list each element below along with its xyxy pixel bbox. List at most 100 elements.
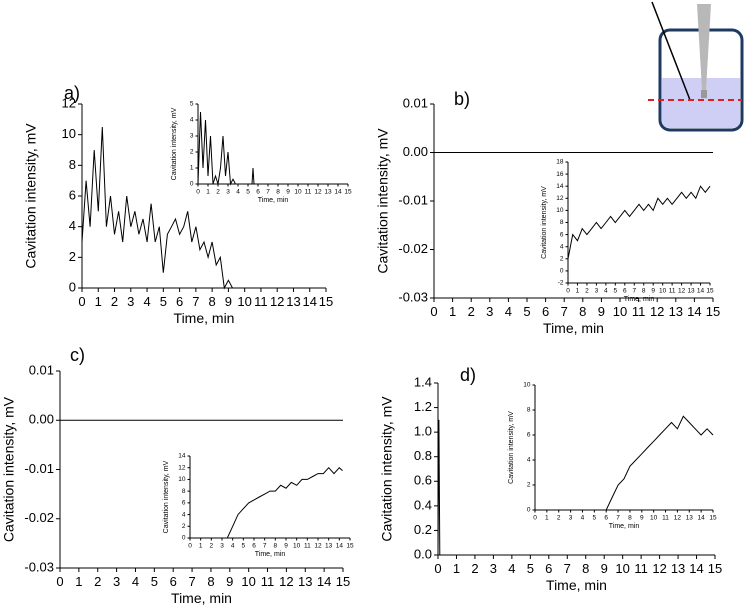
x-tick-label: 9 (286, 188, 290, 195)
y-tick-label: 1.2 (414, 399, 432, 414)
x-tick-label: 12 (650, 304, 664, 319)
x-tick-label: 2 (471, 561, 478, 576)
x-tick-label: 5 (527, 561, 534, 576)
x-tick-label: 13 (687, 287, 695, 294)
x-axis-label: Time, min (171, 590, 232, 606)
x-tick-label: 14 (302, 294, 316, 309)
y-tick-label: 16 (556, 171, 564, 178)
y-tick-label: 4 (69, 218, 76, 233)
x-tick-label: 2 (94, 574, 101, 589)
x-tick-label: 14 (697, 287, 705, 294)
x-tick-label: 11 (669, 287, 676, 294)
y-tick-label: 6 (69, 187, 76, 202)
y-tick-label: 4 (182, 511, 186, 518)
y-tick-label: 6 (527, 432, 531, 439)
x-tick-label: 3 (569, 514, 573, 521)
y-tick-label: 8 (182, 488, 186, 495)
main-chart: -0.03-0.02-0.010.000.010 1 2 3 4 5 6 7 8 9 10 11 12 1… (375, 89, 721, 336)
y-tick-label: -2 (558, 280, 564, 287)
x-tick-label: 10 (237, 294, 251, 309)
y-tick-label: -0.03 (24, 559, 54, 574)
x-tick-label: 7 (192, 294, 199, 309)
x-tick-label: 4 (132, 574, 139, 589)
y-tick-label: 2 (69, 249, 76, 264)
x-tick-label: 3 (220, 542, 224, 549)
panel-label: c) (70, 345, 85, 365)
y-tick-label: 6 (182, 500, 186, 507)
x-tick-label: 2 (585, 287, 589, 294)
x-tick-label: 12 (674, 514, 682, 521)
x-tick-label: 13 (286, 294, 300, 309)
x-tick-label: 9 (225, 294, 232, 309)
x-tick-label: 6 (170, 574, 177, 589)
x-tick-label: 7 (188, 574, 195, 589)
x-tick-label: 1 (545, 514, 549, 521)
x-tick-label: 5 (160, 294, 167, 309)
y-tick-label: 4 (190, 117, 194, 124)
x-tick-label: 3 (226, 188, 230, 195)
x-tick-label: 8 (582, 561, 589, 576)
x-tick-label: 1 (199, 542, 203, 549)
x-tick-label: 1 (449, 304, 456, 319)
data-line (197, 111, 348, 186)
y-tick-label: 0.01 (29, 362, 54, 377)
y-axis-label: Cavitation intensity, mV (23, 123, 39, 269)
x-tick-label: 2 (557, 514, 561, 521)
x-tick-label: 10 (613, 304, 627, 319)
y-tick-label: 14 (556, 183, 564, 190)
x-tick-label: 0 (78, 294, 85, 309)
y-tick-label: 4 (560, 243, 564, 250)
y-tick-label: 10 (178, 476, 186, 483)
x-tick-label: 3 (113, 574, 120, 589)
data-line (190, 466, 343, 539)
x-tick-label: 12 (652, 561, 666, 576)
y-tick-label: 0 (527, 507, 531, 514)
data-line (535, 415, 714, 511)
x-tick-label: 15 (708, 561, 722, 576)
x-tick-label: 6 (542, 304, 549, 319)
x-tick-label: 5 (593, 514, 597, 521)
x-axis-label: Time, min (543, 320, 604, 336)
x-tick-label: 13 (324, 188, 332, 195)
x-tick-label: 6 (623, 287, 627, 294)
y-tick-label: 10 (523, 382, 531, 389)
y-tick-label: 4 (527, 457, 531, 464)
x-tick-label: 4 (231, 542, 235, 549)
y-tick-label: 0.4 (414, 497, 432, 512)
x-tick-label: 13 (325, 542, 333, 549)
x-tick-label: 8 (274, 542, 278, 549)
y-tick-label: 0.0 (414, 546, 432, 561)
x-tick-label: 3 (486, 304, 493, 319)
main-chart: -0.03-0.02-0.010.000.010 1 2 3 4 5 6 7 8 9 10 11 12 1… (1, 345, 351, 606)
y-axis-label: Cavitation intensity, mV (171, 107, 178, 180)
x-tick-label: 6 (176, 294, 183, 309)
y-tick-label: 0.2 (414, 522, 432, 537)
x-tick-label: 8 (276, 188, 280, 195)
x-tick-label: 5 (151, 574, 158, 589)
x-axis-label: Time, min (624, 296, 655, 303)
y-tick-label: 0.01 (403, 95, 428, 110)
x-tick-label: 1 (453, 561, 460, 576)
y-axis-label: Cavitation intensity, mV (379, 396, 395, 542)
x-tick-label: 11 (632, 304, 646, 319)
x-tick-label: 11 (634, 561, 648, 576)
x-tick-label: 11 (305, 188, 312, 195)
x-tick-label: 2 (216, 188, 220, 195)
x-tick-label: 13 (298, 574, 312, 589)
x-tick-label: 2 (468, 304, 475, 319)
y-tick-label: 8 (560, 219, 564, 226)
y-tick-label: 10 (62, 126, 76, 141)
y-tick-label: 0.8 (414, 448, 432, 463)
y-tick-label: 12 (62, 95, 76, 110)
x-tick-label: 11 (261, 574, 275, 589)
x-tick-label: 9 (640, 514, 644, 521)
y-axis-label: Cavitation intensity, mV (375, 128, 391, 274)
y-tick-label: 2 (190, 149, 194, 156)
y-tick-label: -0.01 (398, 192, 428, 207)
y-tick-label: -0.02 (24, 510, 54, 525)
x-axis-label: Time, min (174, 310, 235, 326)
y-tick-label: 0 (182, 535, 186, 542)
x-tick-label: 12 (314, 188, 322, 195)
x-tick-label: 0 (196, 188, 200, 195)
